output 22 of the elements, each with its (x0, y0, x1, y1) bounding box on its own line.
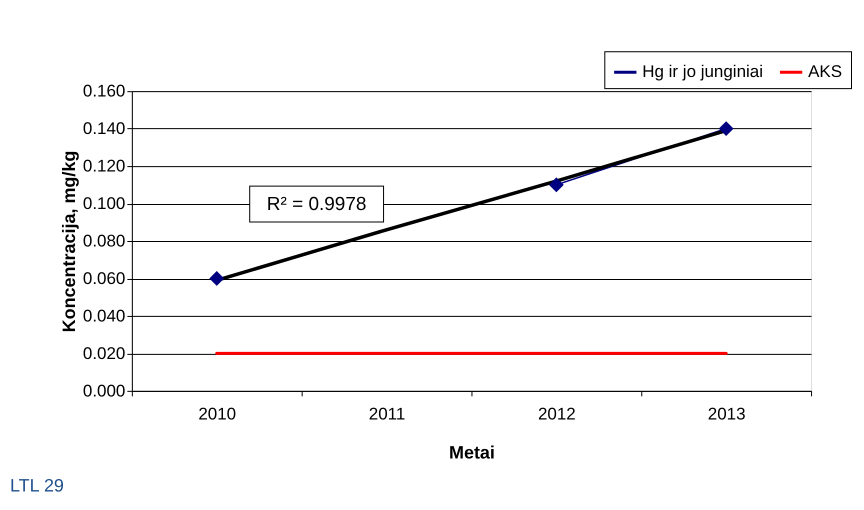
legend-label: AKS (808, 62, 842, 82)
y-tick-label: 0.140 (82, 119, 126, 138)
y-tick-label: 0.060 (82, 268, 126, 288)
point (718, 121, 734, 136)
text: LTL 29 (10, 476, 64, 496)
y-tick-label: 0.040 (82, 306, 126, 326)
x-tick-label: 2013 (708, 404, 746, 424)
x-tick-label: 2010 (198, 404, 236, 424)
point (548, 177, 564, 192)
y-tick-label: 0.120 (82, 156, 126, 176)
x-axis-title: Metai (448, 442, 495, 462)
y-tick-label: 0.080 (82, 232, 126, 251)
y-axis-title: Koncentracija, mg/kg (58, 150, 79, 332)
y-tick-label: 0.100 (82, 194, 126, 214)
y-tick-label: 0.000 (82, 381, 126, 400)
legend-label: Hg ir jo junginiai (642, 62, 763, 82)
y-tick-label: 0.020 (82, 344, 126, 363)
x-tick-label: 2011 (368, 404, 406, 424)
point (209, 271, 224, 286)
annotation: R² = 0.9978 (266, 194, 366, 216)
x-tick-label: 2012 (538, 404, 576, 424)
y-tick-label: 0.160 (82, 82, 126, 101)
